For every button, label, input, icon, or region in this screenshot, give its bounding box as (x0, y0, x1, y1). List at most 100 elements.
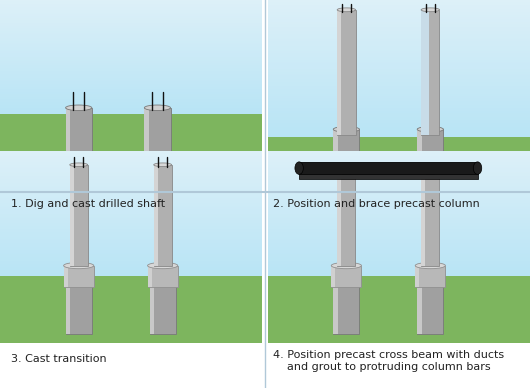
Bar (268, 62, 530, 63)
Bar (0, 99, 262, 101)
Bar (0, 171, 262, 173)
Bar (0, 191, 262, 192)
Bar (268, 60, 530, 62)
Bar (415, 266, 445, 287)
Bar (268, 268, 530, 270)
Bar (0, 98, 262, 99)
Bar (268, 234, 530, 236)
Bar (0, 81, 262, 82)
Bar (0, 175, 262, 176)
Bar (147, 266, 152, 287)
Bar (0, 245, 262, 246)
Bar (0, 45, 262, 47)
Bar (268, 122, 530, 123)
Bar (268, 276, 530, 343)
Bar (268, 113, 530, 115)
Bar (415, 266, 419, 287)
Bar (144, 108, 149, 188)
Bar (268, 2, 530, 3)
Bar (0, 3, 262, 4)
Bar (268, 5, 530, 7)
Bar (268, 239, 530, 240)
Bar (268, 110, 530, 111)
Bar (268, 185, 530, 187)
Bar (268, 154, 530, 156)
Bar (0, 242, 262, 243)
Bar (268, 94, 530, 96)
Bar (268, 175, 530, 176)
Bar (0, 156, 262, 158)
Bar (268, 19, 530, 21)
Bar (0, 58, 262, 60)
Bar (0, 223, 262, 225)
Bar (268, 195, 530, 197)
Bar (0, 19, 262, 20)
Bar (268, 33, 530, 34)
Bar (0, 225, 262, 226)
Bar (0, 214, 262, 215)
Bar (268, 53, 530, 55)
Text: 1. Dig and cast drilled shaft: 1. Dig and cast drilled shaft (11, 199, 165, 209)
Bar (0, 10, 262, 11)
Bar (0, 104, 262, 105)
Bar (268, 98, 530, 99)
Bar (268, 153, 530, 154)
Bar (0, 239, 262, 240)
Bar (268, 108, 530, 110)
Bar (0, 102, 262, 104)
Bar (268, 242, 530, 243)
Bar (268, 48, 530, 50)
Bar (268, 187, 530, 189)
Bar (0, 187, 262, 189)
Bar (0, 176, 262, 178)
Bar (268, 151, 530, 153)
Bar (0, 23, 262, 24)
Bar (268, 215, 530, 217)
Bar (268, 9, 530, 10)
Bar (268, 189, 530, 191)
Bar (0, 61, 262, 62)
Bar (268, 127, 530, 128)
Bar (0, 101, 262, 102)
Bar (0, 222, 262, 223)
Bar (268, 167, 530, 168)
Bar (0, 92, 262, 94)
Bar (0, 153, 262, 154)
Bar (268, 74, 530, 75)
Bar (268, 275, 530, 276)
Bar (0, 251, 262, 253)
Bar (268, 125, 530, 127)
Bar (0, 212, 262, 214)
Bar (66, 271, 70, 334)
Bar (268, 79, 530, 81)
Bar (268, 209, 530, 211)
Bar (0, 236, 262, 237)
Bar (268, 52, 530, 53)
Bar (0, 192, 262, 194)
Ellipse shape (338, 175, 355, 178)
Bar (268, 67, 530, 69)
Bar (0, 267, 262, 268)
Bar (268, 243, 530, 245)
Bar (268, 259, 530, 261)
Bar (268, 164, 530, 165)
Bar (268, 218, 530, 220)
Bar (268, 261, 530, 262)
Bar (333, 129, 338, 190)
Bar (0, 17, 262, 19)
Bar (299, 162, 478, 174)
Bar (0, 231, 262, 232)
Bar (268, 17, 530, 19)
Bar (268, 7, 530, 9)
Bar (0, 112, 262, 114)
Bar (144, 108, 171, 188)
Bar (268, 204, 530, 206)
Bar (0, 246, 262, 248)
Bar (417, 271, 422, 334)
Bar (268, 203, 530, 204)
Bar (268, 181, 530, 182)
Bar (0, 249, 262, 251)
Bar (0, 189, 262, 191)
Bar (268, 168, 530, 170)
Bar (268, 158, 530, 159)
